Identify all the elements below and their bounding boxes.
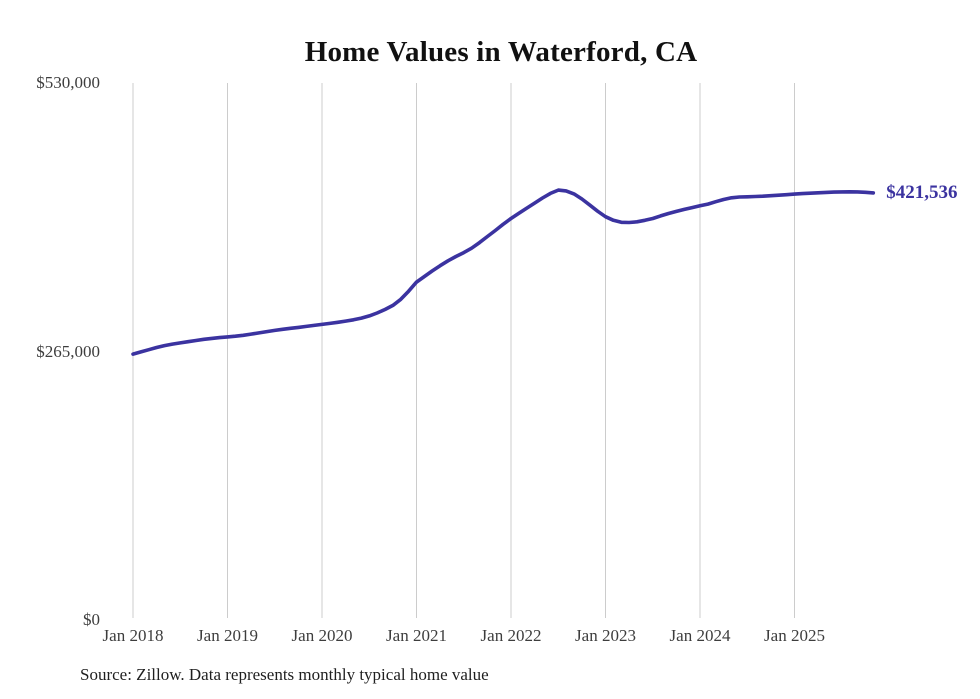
x-axis-tick-label: Jan 2023: [575, 626, 636, 645]
x-axis-tick-label: Jan 2020: [291, 626, 353, 645]
x-axis-tick-label: Jan 2019: [197, 626, 258, 645]
home-value-line: [131, 188, 876, 356]
x-axis-tick-label: Jan 2022: [480, 626, 542, 645]
final-value-label: $421,536: [886, 181, 958, 203]
chart-title: Home Values in Waterford, CA: [304, 36, 698, 68]
x-axis-tick-label: Jan 2018: [102, 626, 164, 645]
vertical-gridlines: [132, 83, 795, 618]
x-axis-tick-label: Jan 2025: [764, 626, 825, 645]
y-axis-tick-label: $0: [83, 610, 100, 629]
y-axis-tick-label: $530,000: [36, 73, 100, 92]
x-axis-tick-label: Jan 2021: [386, 626, 447, 645]
y-axis-tick-label: $265,000: [36, 341, 100, 361]
x-axis-tick-label: Jan 2024: [669, 626, 731, 645]
source-note: Source: Zillow. Data represents monthly …: [80, 665, 489, 684]
